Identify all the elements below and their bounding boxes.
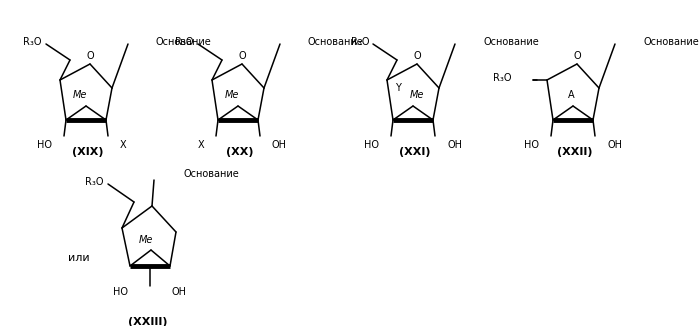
Text: Основание: Основание [483, 37, 539, 47]
Text: Me: Me [410, 90, 424, 100]
Text: НО: НО [364, 140, 379, 150]
Text: Me: Me [139, 235, 153, 245]
Text: ОН: ОН [607, 140, 622, 150]
Text: ОН: ОН [172, 287, 187, 297]
Text: ОН: ОН [447, 140, 462, 150]
Text: (XXIII): (XXIII) [128, 317, 168, 326]
Text: Основание: Основание [156, 37, 211, 47]
Text: R₃O: R₃O [351, 37, 369, 47]
Text: (XX): (XX) [226, 147, 253, 157]
Text: X: X [197, 140, 204, 150]
Text: R₃O: R₃O [493, 73, 511, 83]
Text: O: O [86, 51, 94, 61]
Text: (XXI): (XXI) [399, 147, 430, 157]
Text: X: X [120, 140, 127, 150]
Text: НО: НО [524, 140, 539, 150]
Text: Основание: Основание [184, 169, 239, 179]
Text: Y: Y [395, 83, 401, 93]
Text: O: O [413, 51, 421, 61]
Text: или: или [68, 253, 90, 263]
Text: R₃O: R₃O [24, 37, 42, 47]
Text: R₃O: R₃O [176, 37, 194, 47]
Text: НО: НО [113, 287, 128, 297]
Text: Me: Me [73, 90, 88, 100]
Text: R₃O: R₃O [85, 177, 104, 187]
Text: O: O [573, 51, 581, 61]
Text: O: O [238, 51, 246, 61]
Text: Me: Me [225, 90, 239, 100]
Text: НО: НО [37, 140, 52, 150]
Text: A: A [568, 90, 574, 100]
Text: Основание: Основание [308, 37, 364, 47]
Text: (XIX): (XIX) [72, 147, 104, 157]
Text: Основание: Основание [643, 37, 699, 47]
Text: (XXII): (XXII) [557, 147, 593, 157]
Text: ОН: ОН [272, 140, 287, 150]
